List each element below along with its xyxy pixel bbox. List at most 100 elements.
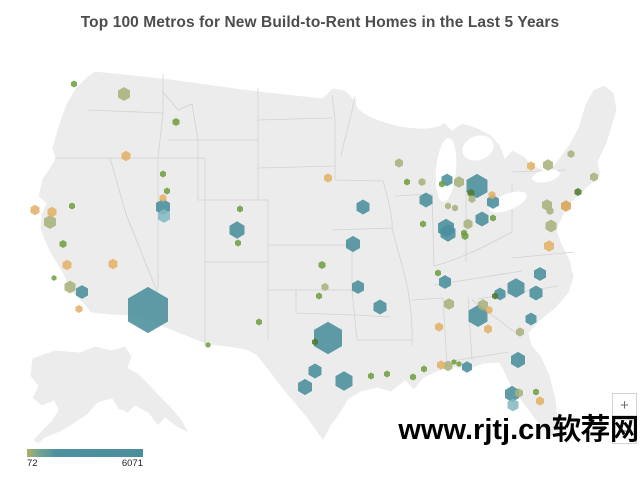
metro-hex-marker[interactable] — [452, 204, 458, 212]
metro-hex-marker[interactable] — [544, 240, 554, 252]
metro-hex-marker[interactable] — [546, 207, 554, 215]
metro-hex-marker[interactable] — [440, 224, 456, 242]
metro-hex-marker[interactable] — [437, 360, 445, 370]
lake-superior — [355, 95, 445, 129]
metro-hex-marker[interactable] — [511, 351, 525, 369]
metro-hex-marker[interactable] — [590, 172, 598, 182]
metro-hex-marker[interactable] — [488, 191, 496, 199]
metro-hex-marker[interactable] — [158, 209, 170, 223]
metro-hex-marker[interactable] — [373, 299, 387, 315]
metro-hex-marker[interactable] — [356, 199, 370, 215]
metro-hex-marker[interactable] — [444, 298, 454, 310]
metro-hex-marker[interactable] — [468, 195, 476, 203]
metro-hex-marker[interactable] — [475, 211, 489, 227]
metro-hex-marker[interactable] — [525, 312, 537, 326]
metro-hex-marker[interactable] — [478, 299, 488, 311]
legend-max-label: 6071 — [121, 458, 143, 469]
metro-hex-marker[interactable] — [368, 372, 374, 380]
metro-hex-marker[interactable] — [439, 180, 445, 188]
metro-hex-marker[interactable] — [463, 218, 473, 230]
metro-hex-marker[interactable] — [384, 370, 390, 378]
metro-hex-marker[interactable] — [235, 239, 241, 247]
metro-hex-marker[interactable] — [507, 398, 519, 412]
metro-hex-marker[interactable] — [352, 280, 364, 294]
metro-hex-marker[interactable] — [507, 278, 525, 298]
metro-hex-marker[interactable] — [69, 202, 75, 210]
metro-hex-marker[interactable] — [108, 258, 118, 270]
metro-hex-marker[interactable] — [308, 363, 322, 379]
metro-hex-marker[interactable] — [324, 173, 332, 183]
zoom-in-button[interactable]: + — [612, 393, 637, 418]
metro-hex-marker[interactable] — [545, 219, 557, 233]
metro-hex-marker[interactable] — [456, 361, 462, 367]
metro-hex-marker[interactable] — [533, 388, 539, 396]
metro-hex-marker[interactable] — [485, 306, 493, 314]
metro-hex-marker[interactable] — [128, 286, 168, 334]
metro-hex-marker[interactable] — [516, 327, 524, 337]
metro-hex-marker[interactable] — [419, 192, 433, 208]
metro-hex-marker[interactable] — [435, 269, 441, 277]
metro-hex-marker[interactable] — [318, 261, 326, 269]
metro-hex-marker[interactable] — [256, 318, 262, 326]
metro-hex-marker[interactable] — [59, 240, 67, 248]
metro-hex-marker[interactable] — [314, 321, 342, 355]
metro-hex-marker[interactable] — [567, 150, 575, 158]
metro-hex-marker[interactable] — [64, 280, 76, 294]
metro-hex-marker[interactable] — [454, 176, 464, 188]
state-borders — [55, 74, 575, 367]
metro-hex-marker[interactable] — [574, 188, 582, 196]
metro-hex-marker[interactable] — [492, 292, 498, 300]
metro-hex-marker[interactable] — [30, 204, 40, 216]
metro-hex-marker[interactable] — [172, 118, 180, 126]
metro-hex-marker[interactable] — [529, 285, 543, 301]
metro-hex-marker[interactable] — [418, 178, 426, 186]
metro-hex-marker[interactable] — [451, 359, 457, 365]
metro-hex-marker[interactable] — [62, 259, 72, 271]
metro-hex-marker[interactable] — [462, 361, 472, 373]
metro-hex-marker[interactable] — [534, 267, 546, 281]
metro-hex-marker[interactable] — [421, 365, 427, 373]
metro-hex-marker[interactable] — [118, 87, 130, 101]
metro-hex-marker[interactable] — [164, 187, 170, 195]
metro-hex-marker[interactable] — [346, 235, 360, 253]
metro-hex-marker[interactable] — [75, 305, 83, 313]
metro-hex-marker[interactable] — [445, 202, 451, 210]
metro-hex-marker[interactable] — [121, 150, 131, 162]
metro-hex-marker[interactable] — [316, 292, 322, 300]
metro-hex-marker[interactable] — [484, 324, 492, 334]
metro-hex-marker[interactable] — [44, 215, 56, 229]
metro-hex-marker[interactable] — [561, 200, 571, 212]
metro-hex-marker[interactable] — [159, 194, 167, 202]
metro-hex-marker[interactable] — [543, 159, 553, 171]
metro-hex-marker[interactable] — [229, 221, 245, 239]
metro-hex-marker[interactable] — [487, 195, 499, 209]
metro-hex-marker[interactable] — [298, 378, 312, 396]
metro-hex-marker[interactable] — [461, 229, 467, 237]
metro-hex-marker[interactable] — [505, 385, 519, 403]
metro-hex-marker[interactable] — [536, 396, 544, 406]
metro-hex-marker[interactable] — [439, 275, 451, 289]
metro-hex-marker[interactable] — [410, 373, 416, 381]
metro-hex-marker[interactable] — [404, 178, 410, 186]
metro-hex-marker[interactable] — [71, 80, 77, 88]
metro-hex-marker[interactable] — [443, 360, 453, 372]
metro-hex-marker[interactable] — [435, 322, 443, 332]
metro-hex-marker[interactable] — [420, 220, 426, 228]
metro-hex-marker[interactable] — [515, 388, 523, 398]
metro-hex-marker[interactable] — [76, 285, 88, 299]
metro-hex-marker[interactable] — [160, 170, 166, 178]
metro-hex-marker[interactable] — [527, 161, 535, 171]
metro-hex-marker[interactable] — [335, 371, 353, 391]
metro-hex-marker[interactable] — [205, 342, 211, 348]
metro-hex-marker[interactable] — [51, 275, 57, 281]
metro-hex-marker[interactable] — [47, 206, 57, 218]
zoom-out-button[interactable]: − — [612, 419, 637, 444]
metro-hex-marker[interactable] — [237, 205, 243, 213]
metro-hex-marker[interactable] — [467, 189, 475, 197]
metro-hex-marker[interactable] — [312, 338, 318, 346]
metro-hex-marker[interactable] — [490, 214, 496, 222]
metro-hex-marker[interactable] — [321, 283, 329, 291]
metro-hex-marker[interactable] — [395, 158, 403, 168]
